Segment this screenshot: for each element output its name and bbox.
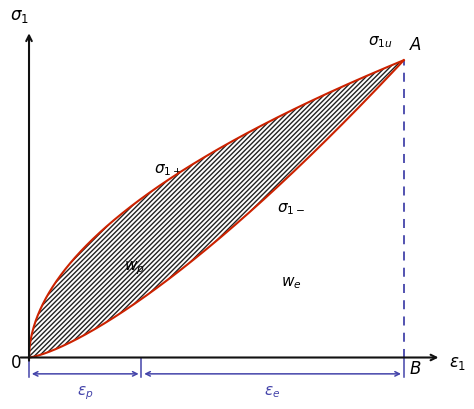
Text: $\varepsilon_e$: $\varepsilon_e$	[264, 384, 281, 400]
Text: $0$: $0$	[10, 354, 22, 372]
Text: $\sigma_{1u}$: $\sigma_{1u}$	[368, 34, 392, 50]
Text: $\varepsilon_1$: $\varepsilon_1$	[449, 354, 466, 372]
Text: $B$: $B$	[410, 360, 422, 378]
Text: $A$: $A$	[410, 36, 422, 54]
Text: $\sigma_{1-}$: $\sigma_{1-}$	[277, 201, 306, 217]
Text: $\sigma_{1+}$: $\sigma_{1+}$	[154, 162, 182, 178]
Text: $w_e$: $w_e$	[281, 275, 301, 291]
Text: $\sigma_1$: $\sigma_1$	[10, 7, 29, 25]
Text: $w_p$: $w_p$	[124, 260, 144, 277]
Text: $\varepsilon_p$: $\varepsilon_p$	[77, 384, 93, 402]
